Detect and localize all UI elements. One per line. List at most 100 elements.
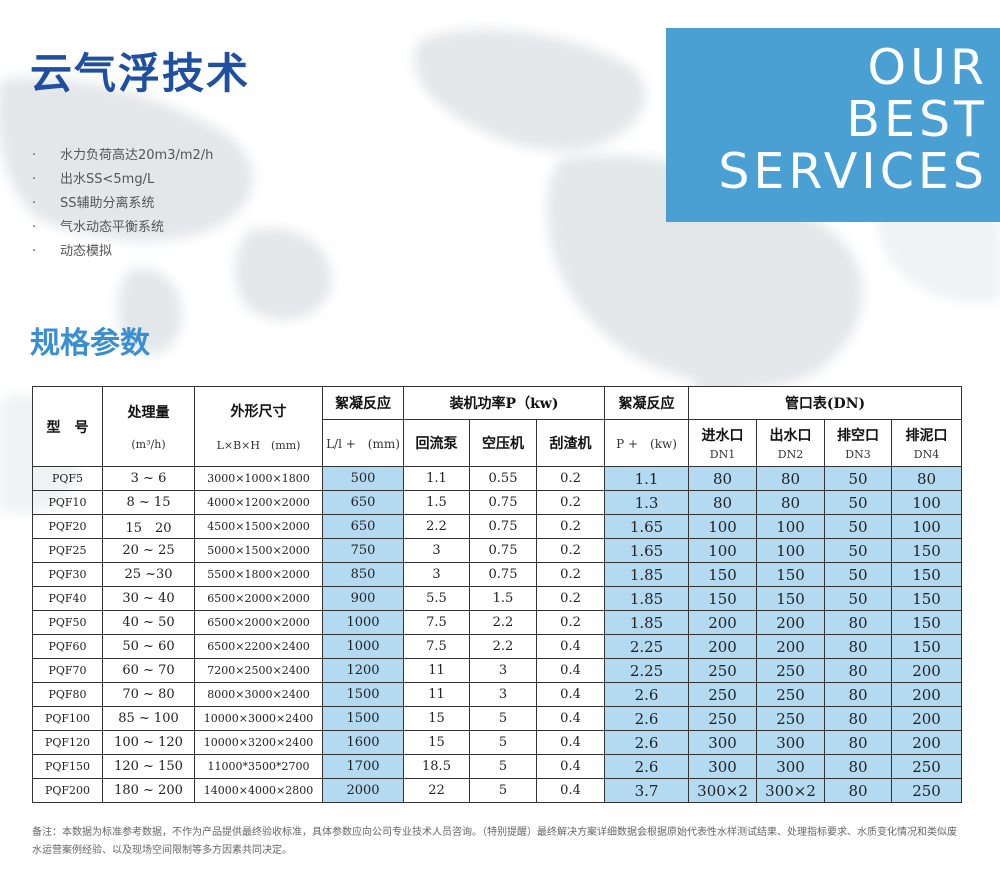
cell-dimension: 10000×3000×2400 [194,706,323,731]
header-outlet-dn: DN2 [777,448,804,461]
cell-inlet: 300×2 [688,778,758,803]
cell-inlet: 200 [688,610,758,635]
header-capacity-unit: (m³/h) [131,438,166,451]
cell-dimension: 4500×1500×2000 [194,514,323,539]
feature-text: SS辅助分离系统 [60,196,155,211]
cell-capacity: 120 ~ 150 [102,754,195,779]
cell-capacity: 180 ~ 200 [102,778,195,803]
cell-scraper: 0.2 [535,610,606,635]
feature-item: · SS辅助分离系统 [32,192,213,216]
cell-dimension: 10000×3200×2400 [194,730,323,755]
table-row: PQF80 70 ~ 80 8000×3000×2400 1500 11 3 0.4 2.6 2… [32,682,963,707]
cell-pump: 5.5 [403,586,470,611]
cell-vent: 80 [824,610,893,635]
cell-scraper: 0.4 [535,730,606,755]
cell-flocculation1: 1600 [322,730,404,755]
cell-scraper: 0.2 [535,586,606,611]
table-row: PQF120 100 ~ 120 10000×3200×2400 1600 15 5 0.4… [32,730,963,755]
feature-text: 气水动态平衡系统 [60,220,165,235]
cell-outlet: 100 [756,514,826,539]
cell-compressor: 5 [469,778,537,803]
header-inlet-label: 进水口 [701,428,744,444]
table-row: PQF60 50 ~ 60 6500×2200×2400 1000 7.5 2.2 0.4 2… [32,634,963,659]
cell-flocculation1: 500 [322,466,404,491]
cell-flocculation1: 650 [322,514,404,539]
header-dimension: 外形尺寸 L×B×H (mm) [194,386,323,467]
feature-text: 水力负荷高达20m3/m2/h [60,148,214,163]
header-dimension-label: 外形尺寸 [230,403,287,420]
cell-flocculation1: 1200 [322,658,404,683]
cell-flocculation2: 2.6 [604,754,690,779]
header-vent-label: 排空口 [837,428,880,444]
cell-compressor: 0.55 [469,466,537,491]
cell-sludge: 100 [891,514,963,539]
cell-inlet: 300 [688,754,758,779]
cell-sludge: 200 [891,730,963,755]
cell-flocculation2: 2.25 [604,658,690,683]
spec-table: 型 号 处理量 (m³/h) 外形尺寸 L×B×H (mm) 絮凝反应 装机功率P（… [32,386,963,803]
cell-outlet: 250 [756,658,826,683]
cell-inlet: 250 [688,682,758,707]
cell-capacity: 25 ~30 [102,562,195,587]
header-capacity: 处理量 (m³/h) [102,386,195,467]
cell-sludge: 150 [891,610,963,635]
cell-model: PQF50 [32,610,103,635]
cell-sludge: 150 [891,538,963,563]
header-vent-dn: DN3 [845,448,871,461]
cell-capacity: 60 ~ 70 [102,658,195,683]
cell-flocculation2: 1.85 [604,562,690,587]
table-row: PQF10 8 ~ 15 4000×1200×2000 650 1.5 0.75 0.2 1.… [32,490,963,515]
cell-model: PQF30 [32,562,103,587]
cell-pump: 22 [403,778,470,803]
cell-flocculation1: 1000 [322,634,404,659]
cell-model: PQF25 [32,538,103,563]
cell-vent: 80 [824,778,893,803]
cell-scraper: 0.2 [535,466,606,491]
cell-capacity: 85 ~ 100 [102,706,195,731]
cell-model: PQF120 [32,730,103,755]
cell-inlet: 250 [688,706,758,731]
cell-inlet: 250 [688,658,758,683]
footnote: 备注：本数据为标准参考数据，不作为产品提供最终验收标准，具体参数应向公司专业技术… [32,827,957,856]
cell-compressor: 2.2 [469,634,537,659]
cell-dimension: 6500×2000×2000 [194,586,323,611]
cell-outlet: 80 [756,466,826,491]
cell-vent: 80 [824,634,893,659]
cell-flocculation1: 2000 [322,778,404,803]
header-model: 型 号 [32,386,103,467]
cell-sludge: 200 [891,706,963,731]
cell-outlet: 150 [756,586,826,611]
cell-vent: 80 [824,682,893,707]
cell-model: PQF200 [32,778,103,803]
cell-model: PQF150 [32,754,103,779]
cell-pump: 1.5 [403,490,470,515]
cell-flocculation2: 2.6 [604,706,690,731]
cell-pump: 7.5 [403,610,470,635]
page-title: 云气浮技术 [30,49,251,98]
cell-scraper: 0.4 [535,682,606,707]
cell-compressor: 0.75 [469,514,537,539]
cell-sludge: 150 [891,586,963,611]
cell-inlet: 80 [688,466,758,491]
services-line-our: OUR [867,39,988,96]
header-inlet-dn: DN1 [709,448,736,461]
cell-vent: 80 [824,658,893,683]
header-dimension-unit: L×B×H (mm) [216,438,301,452]
cell-inlet: 150 [688,562,758,587]
cell-sludge: 250 [891,754,963,779]
cell-dimension: 3000×1000×1800 [194,466,323,491]
feature-list: · 水力负荷高达20m3/m2/h · 出水SS<5mg/L · SS辅助分离系统 ·… [32,144,213,264]
cell-model: PQF60 [32,634,103,659]
cell-flocculation2: 1.85 [604,586,690,611]
cell-dimension: 11000*3500*2700 [194,754,323,779]
cell-compressor: 3 [469,682,537,707]
bullet-dot-icon: · [32,148,37,163]
cell-scraper: 0.2 [535,514,606,539]
cell-scraper: 0.4 [535,778,606,803]
cell-flocculation2: 1.3 [604,490,690,515]
cell-dimension: 14000×4000×2800 [194,778,323,803]
header-pump: 回流泵 [403,419,470,467]
cell-sludge: 150 [891,562,963,587]
cell-capacity: 8 ~ 15 [102,490,195,515]
cell-pump: 7.5 [403,634,470,659]
